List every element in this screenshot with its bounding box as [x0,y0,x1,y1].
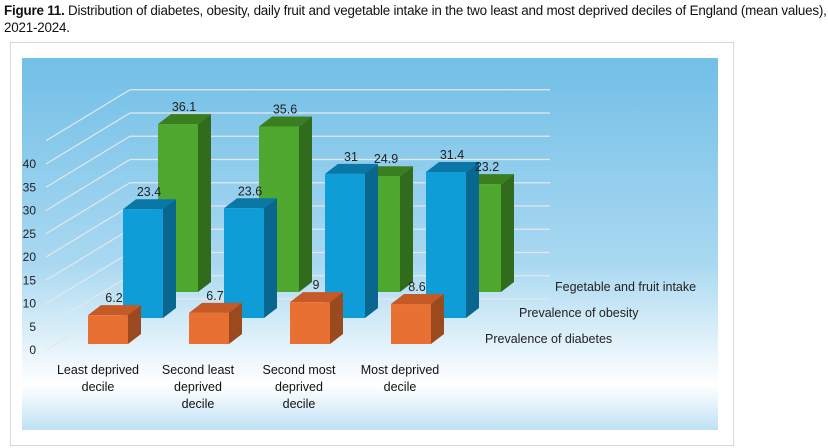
y-tick-label: 30 [23,204,37,218]
y-tick-label: 5 [29,320,36,334]
floor-gridline [45,228,131,281]
figure-caption: Figure 11. Distribution of diabetes, obe… [4,2,828,36]
bar-side [198,114,211,292]
y-tick-label: 10 [23,297,37,311]
data-label: 35.6 [273,102,297,116]
category-label: Most deprived [361,363,440,377]
bar-side [400,166,413,292]
bar-1-1 [224,198,277,318]
data-label: 23.6 [238,184,262,198]
category-label: decile [283,397,316,411]
data-label: 24.9 [374,152,398,166]
bar-top [189,302,242,313]
bar [290,302,330,344]
data-label: 31.4 [440,148,464,162]
data-label: 6.7 [206,289,223,303]
y-tick-label: 25 [23,227,37,241]
floor-gridline [45,205,131,258]
y-tick-label: 20 [23,250,37,264]
data-label: 8.6 [408,280,425,294]
bar-0-1 [189,302,242,344]
bar-side [431,294,444,344]
bar-1-0 [123,199,176,318]
bar-1-3 [426,161,479,318]
bar-top [88,305,141,316]
bar-side [466,161,479,318]
floor-gridline [45,275,131,328]
series-label: Prevalence of diabetes [485,332,612,346]
floor-gridline [45,251,131,305]
data-label: 9 [313,278,320,292]
bar-top [259,116,312,127]
bar-top [123,199,176,210]
floor-gridline [45,112,131,165]
series-label: Prevalence of obesity [519,306,639,320]
data-label: 6.2 [105,291,122,305]
bar-side [330,292,343,344]
floor-gridline [45,182,131,235]
category-label: decile [82,380,115,394]
bar-top [224,198,277,209]
floor-gridline [45,135,131,188]
category-label: Second least [162,363,235,377]
bar [391,304,431,344]
bar-0-2 [290,292,343,344]
bar-side [299,116,312,293]
category-label: Least deprived [57,363,139,377]
y-tick-label: 0 [29,343,36,357]
category-label: decile [182,397,215,411]
y-tick-label: 35 [23,180,37,194]
bar [426,171,466,318]
category-label: decile [384,380,417,394]
data-label: 36.1 [172,100,196,114]
bar-side [128,305,141,344]
bar-side [163,199,176,318]
bar [189,312,229,344]
category-label: Second most [263,363,336,377]
floor-gridline [45,89,131,142]
bar-top [158,114,211,125]
bar-0-3 [391,294,444,344]
bar-top [391,294,444,305]
figure-label: Figure 11. [4,3,65,18]
y-tick-label: 15 [23,273,37,287]
y-tick-label: 40 [23,157,37,171]
bar [224,208,264,318]
category-label: deprived [275,380,323,394]
category-label: deprived [174,380,222,394]
bar-top [325,163,378,174]
bar-0-0 [88,305,141,344]
bar-side [501,174,514,292]
bar-side [229,302,242,344]
series-label: Fegetable and fruit intake [555,280,696,294]
bar-side [264,198,277,318]
bar-top [426,161,479,172]
caption-text: Distribution of diabetes, obesity, daily… [4,3,827,35]
bar [123,209,163,318]
data-label: 31 [344,150,358,164]
data-label: 23.2 [475,160,499,174]
bar-side [365,163,378,318]
bar-top [290,292,343,303]
floor-gridline [45,158,131,212]
bar [88,315,128,344]
data-label: 23.4 [137,185,161,199]
